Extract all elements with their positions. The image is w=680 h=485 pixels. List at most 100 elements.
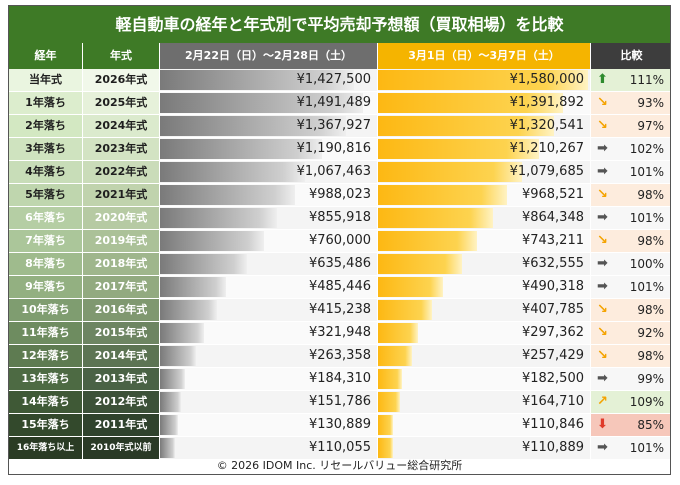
period1-cell: ¥635,486: [159, 253, 377, 275]
change-percent: 99%: [637, 372, 664, 386]
age-cell: 6年落ち: [9, 207, 82, 229]
year-cell: 2019年式: [82, 230, 159, 252]
period2-bar: [378, 116, 554, 136]
period1-price: ¥110,055: [308, 440, 371, 455]
trend-up-right-arrow-icon: ↗: [597, 394, 608, 409]
age-cell: 3年落ち: [9, 138, 82, 160]
change-percent: 97%: [637, 119, 664, 133]
period2-price: ¥1,210,267: [509, 141, 584, 156]
period2-cell: ¥864,348: [377, 207, 590, 229]
period2-bar: [378, 208, 493, 228]
table-row: 16年落ち以上 2010年式以前 ¥110,055 ¥110,889 ➡ 101%: [9, 437, 670, 461]
age-cell: 4年落ち: [9, 161, 82, 183]
period2-price: ¥1,079,685: [509, 164, 584, 179]
trend-up-arrow-icon: ⬆: [597, 72, 608, 87]
year-cell: 2010年式以前: [82, 437, 159, 459]
chart-title: 軽自動車の経年と年式別で平均売却予想額（買取相場）を比較: [9, 6, 670, 43]
period1-price: ¥263,358: [308, 348, 371, 363]
compare-cell: ↘ 92%: [590, 322, 670, 344]
age-cell: 14年落ち: [9, 391, 82, 413]
age-cell: 2年落ち: [9, 115, 82, 137]
period1-bar: [160, 369, 185, 389]
period1-bar: [160, 162, 305, 182]
period1-bar: [160, 300, 217, 320]
table-row: 10年落ち 2016年式 ¥415,238 ¥407,785 ↘ 98%: [9, 299, 670, 323]
year-cell: 2021年式: [82, 184, 159, 206]
period2-cell: ¥743,211: [377, 230, 590, 252]
period1-price: ¥1,491,489: [296, 95, 371, 110]
trend-down-arrow-icon: ⬇: [597, 417, 608, 432]
period2-bar: [378, 392, 400, 412]
period2-bar: [378, 300, 432, 320]
table-row: 4年落ち 2022年式 ¥1,067,463 ¥1,079,685 ➡ 101%: [9, 161, 670, 185]
period1-bar: [160, 392, 181, 412]
period2-bar: [378, 323, 418, 343]
compare-cell: ➡ 102%: [590, 138, 670, 160]
year-cell: 2014年式: [82, 345, 159, 367]
period1-cell: ¥1,491,489: [159, 92, 377, 114]
period1-cell: ¥855,918: [159, 207, 377, 229]
change-percent: 101%: [629, 165, 664, 179]
trend-down-right-arrow-icon: ↘: [597, 187, 608, 202]
period2-bar: [378, 369, 402, 389]
year-cell: 2015年式: [82, 322, 159, 344]
period1-cell: ¥415,238: [159, 299, 377, 321]
period2-cell: ¥1,079,685: [377, 161, 590, 183]
compare-cell: ↘ 98%: [590, 184, 670, 206]
period1-bar: [160, 93, 363, 113]
period2-price: ¥257,429: [521, 348, 584, 363]
year-cell: 2024年式: [82, 115, 159, 137]
chart-frame: 軽自動車の経年と年式別で平均売却予想額（買取相場）を比較 経年 年式 2月22日…: [8, 5, 671, 475]
year-cell: 2026年式: [82, 69, 159, 91]
table-row: 8年落ち 2018年式 ¥635,486 ¥632,555 ➡ 100%: [9, 253, 670, 277]
period2-cell: ¥1,210,267: [377, 138, 590, 160]
period1-price: ¥184,310: [308, 371, 371, 386]
period2-bar: [378, 70, 588, 90]
period2-bar: [378, 93, 563, 113]
table-row: 11年落ち 2015年式 ¥321,948 ¥297,362 ↘ 92%: [9, 322, 670, 346]
period1-cell: ¥130,889: [159, 414, 377, 436]
table-row: 13年落ち 2013年式 ¥184,310 ¥182,500 ➡ 99%: [9, 368, 670, 392]
age-cell: 15年落ち: [9, 414, 82, 436]
trend-flat-arrow-icon: ➡: [597, 440, 608, 455]
compare-cell: ➡ 101%: [590, 207, 670, 229]
period2-price: ¥182,500: [521, 371, 584, 386]
period2-price: ¥632,555: [521, 256, 584, 271]
compare-cell: ⬇ 85%: [590, 414, 670, 436]
period1-cell: ¥760,000: [159, 230, 377, 252]
trend-flat-arrow-icon: ➡: [597, 164, 608, 179]
age-cell: 13年落ち: [9, 368, 82, 390]
period1-bar: [160, 139, 322, 159]
compare-cell: ➡ 101%: [590, 276, 670, 298]
period2-bar: [378, 231, 477, 251]
period2-cell: ¥164,710: [377, 391, 590, 413]
period1-price: ¥1,190,816: [296, 141, 371, 156]
change-percent: 98%: [637, 234, 664, 248]
change-percent: 109%: [629, 395, 664, 409]
compare-cell: ↘ 98%: [590, 299, 670, 321]
table-row: 12年落ち 2014年式 ¥263,358 ¥257,429 ↘ 98%: [9, 345, 670, 369]
period1-cell: ¥988,023: [159, 184, 377, 206]
year-cell: 2025年式: [82, 92, 159, 114]
trend-flat-arrow-icon: ➡: [597, 371, 608, 386]
table-row: 15年落ち 2011年式 ¥130,889 ¥110,846 ⬇ 85%: [9, 414, 670, 438]
period1-price: ¥1,427,500: [296, 72, 371, 87]
period1-price: ¥415,238: [308, 302, 371, 317]
age-cell: 12年落ち: [9, 345, 82, 367]
year-cell: 2012年式: [82, 391, 159, 413]
period2-cell: ¥1,320,541: [377, 115, 590, 137]
year-cell: 2017年式: [82, 276, 159, 298]
age-cell: 7年落ち: [9, 230, 82, 252]
period1-bar: [160, 438, 175, 458]
change-percent: 111%: [629, 73, 664, 87]
compare-cell: ➡ 100%: [590, 253, 670, 275]
period1-bar: [160, 254, 247, 274]
period2-price: ¥297,362: [521, 325, 584, 340]
period1-price: ¥1,367,927: [296, 118, 371, 133]
period1-cell: ¥485,446: [159, 276, 377, 298]
period2-price: ¥1,580,000: [509, 72, 584, 87]
table-row: 5年落ち 2021年式 ¥988,023 ¥968,521 ↘ 98%: [9, 184, 670, 208]
compare-cell: ↘ 97%: [590, 115, 670, 137]
period2-cell: ¥257,429: [377, 345, 590, 367]
period1-bar: [160, 185, 295, 205]
